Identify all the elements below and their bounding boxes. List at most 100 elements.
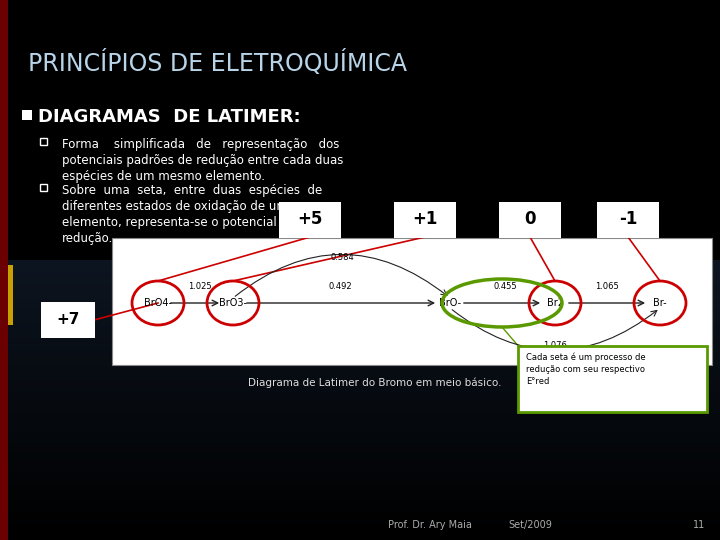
FancyBboxPatch shape <box>279 202 341 238</box>
Bar <box>0 0 8 540</box>
Bar <box>0 504 720 507</box>
Text: elemento, representa-se o potencial padrão de: elemento, representa-se o potencial padr… <box>62 216 341 229</box>
Bar <box>0 487 720 490</box>
Bar <box>0 481 720 484</box>
Bar <box>0 448 720 450</box>
Bar <box>0 523 720 526</box>
Text: Prof. Dr. Ary Maia: Prof. Dr. Ary Maia <box>388 520 472 530</box>
Text: Cada seta é um processo de
redução com seu respectivo
E°red: Cada seta é um processo de redução com s… <box>526 352 646 387</box>
Bar <box>0 400 720 403</box>
Bar <box>0 313 720 316</box>
Bar <box>0 445 720 448</box>
Bar <box>0 459 720 462</box>
Bar <box>0 492 720 495</box>
Bar <box>0 417 720 420</box>
Bar <box>0 367 720 369</box>
Text: Br-: Br- <box>653 298 667 308</box>
Bar <box>0 271 720 274</box>
Bar <box>0 408 720 411</box>
Text: Forma    simplificada   de   representação   dos: Forma simplificada de representação dos <box>62 138 339 151</box>
Text: espécies de um mesmo elemento.: espécies de um mesmo elemento. <box>62 170 265 183</box>
Bar <box>112 238 712 365</box>
Bar <box>0 442 720 445</box>
Bar <box>0 386 720 389</box>
Bar <box>0 355 720 358</box>
Text: Diagrama de Latimer do Bromo em meio básico.: Diagrama de Latimer do Bromo em meio bás… <box>248 378 502 388</box>
Text: 0: 0 <box>524 210 536 228</box>
Bar <box>0 377 720 380</box>
Text: 0.492: 0.492 <box>328 282 352 291</box>
Bar <box>0 305 720 308</box>
Bar <box>0 277 720 280</box>
Bar <box>0 537 720 540</box>
Bar <box>8 265 13 325</box>
Bar <box>0 414 720 417</box>
Text: Br2: Br2 <box>546 298 564 308</box>
Bar <box>0 322 720 325</box>
Bar <box>0 484 720 487</box>
Bar <box>0 344 720 347</box>
Bar <box>0 422 720 425</box>
Text: 1.025: 1.025 <box>188 282 212 291</box>
Bar <box>0 274 720 277</box>
Text: +7: +7 <box>56 312 80 327</box>
Bar <box>0 464 720 467</box>
Bar <box>0 453 720 456</box>
Bar <box>0 490 720 492</box>
FancyBboxPatch shape <box>597 202 659 238</box>
Bar <box>0 319 720 322</box>
Bar <box>0 296 720 299</box>
Text: potenciais padrões de redução entre cada duas: potenciais padrões de redução entre cada… <box>62 154 343 167</box>
Bar <box>0 375 720 377</box>
Text: 1.076: 1.076 <box>543 341 567 349</box>
Bar <box>0 263 720 266</box>
Bar <box>0 509 720 512</box>
Bar <box>0 535 720 537</box>
Bar <box>0 467 720 470</box>
Bar <box>40 184 47 191</box>
Bar <box>0 339 720 341</box>
Bar <box>0 280 720 282</box>
Bar <box>0 403 720 406</box>
Bar <box>0 316 720 319</box>
Bar <box>0 434 720 436</box>
Text: 1.065: 1.065 <box>595 282 619 291</box>
Bar <box>0 456 720 459</box>
Bar <box>0 406 720 408</box>
Bar <box>0 361 720 363</box>
Bar <box>40 138 47 145</box>
FancyBboxPatch shape <box>499 202 561 238</box>
Bar <box>0 529 720 531</box>
Text: +5: +5 <box>297 210 323 228</box>
Bar <box>0 310 720 313</box>
Bar <box>0 327 720 330</box>
Text: 11: 11 <box>693 520 705 530</box>
Text: PRINCÍPIOS DE ELETROQUÍMICA: PRINCÍPIOS DE ELETROQUÍMICA <box>28 50 407 76</box>
Bar <box>0 436 720 439</box>
Bar <box>0 470 720 473</box>
Bar <box>0 325 720 327</box>
Bar <box>0 512 720 515</box>
Bar <box>0 439 720 442</box>
Bar <box>0 363 720 367</box>
Text: redução.: redução. <box>62 232 113 245</box>
Text: DIAGRAMAS  DE LATIMER:: DIAGRAMAS DE LATIMER: <box>38 108 301 126</box>
Bar <box>0 518 720 521</box>
Bar <box>0 478 720 481</box>
Bar <box>0 294 720 296</box>
Bar <box>22 110 32 120</box>
Bar <box>0 333 720 335</box>
Bar <box>0 372 720 375</box>
Bar <box>0 420 720 422</box>
Bar <box>0 501 720 504</box>
Bar <box>0 476 720 478</box>
Bar <box>0 526 720 529</box>
Bar <box>0 330 720 333</box>
Bar <box>0 428 720 431</box>
Bar <box>0 392 720 394</box>
Bar <box>0 288 720 291</box>
Bar <box>0 425 720 428</box>
Text: BrO3-: BrO3- <box>219 298 247 308</box>
Bar <box>0 353 720 355</box>
Text: +1: +1 <box>413 210 438 228</box>
